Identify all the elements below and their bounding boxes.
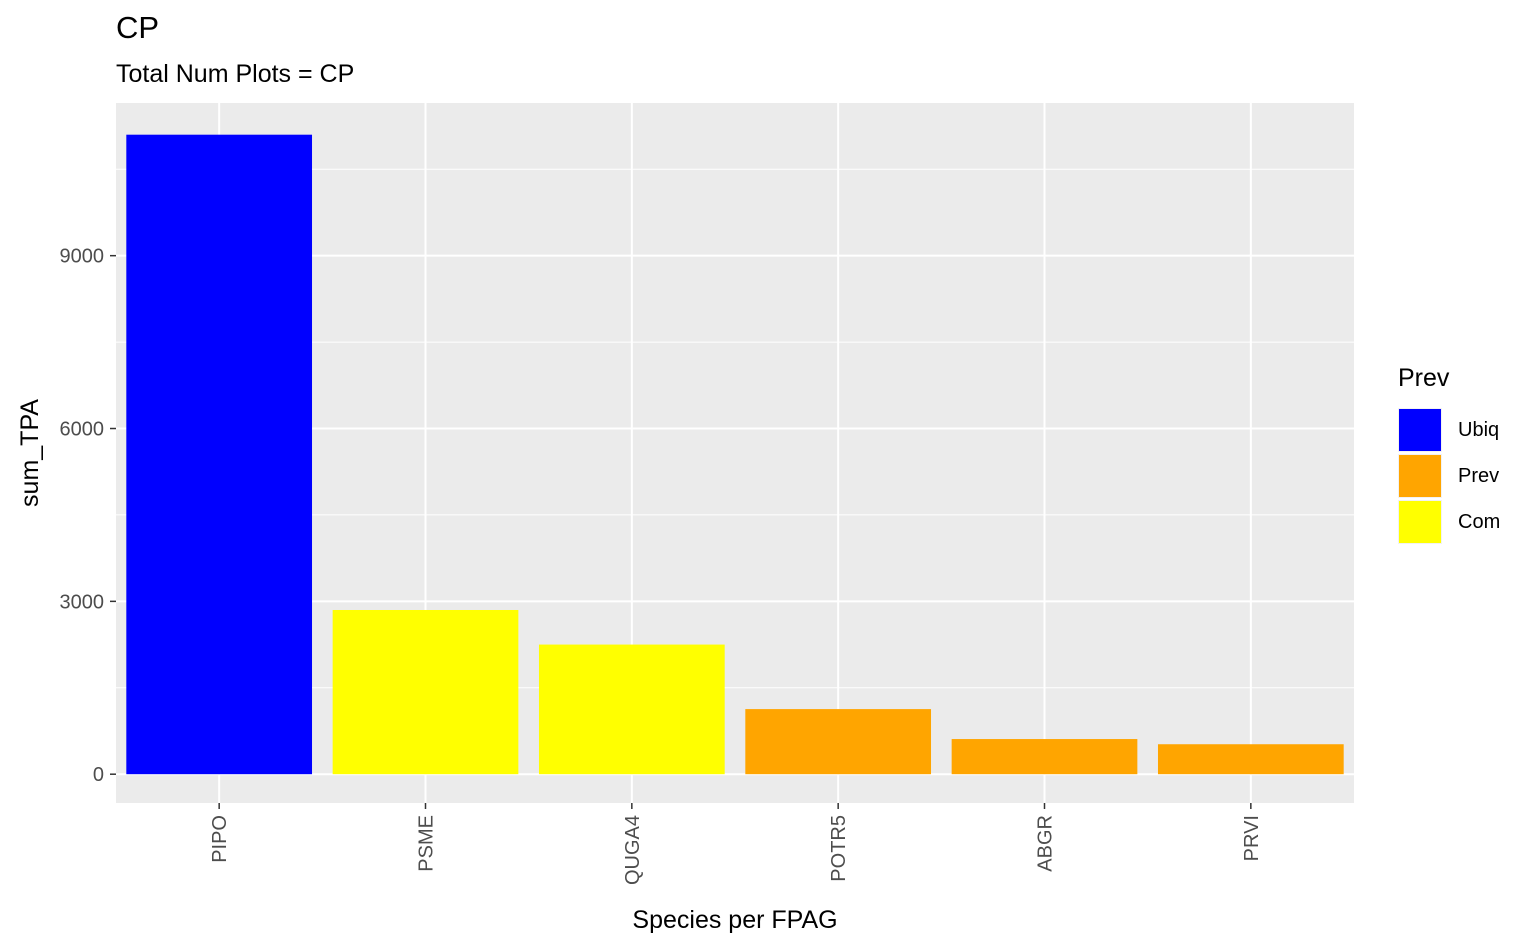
legend-item-com: Com	[1398, 500, 1528, 544]
legend-item-prev: Prev	[1398, 454, 1528, 498]
y-tick-label: 3000	[60, 591, 105, 613]
x-tick-label: ABGR	[1035, 815, 1057, 872]
legend-key-com	[1398, 500, 1442, 544]
y-axis-label: sum_TPA	[16, 399, 44, 507]
bar-potr5	[745, 709, 932, 775]
x-tick-label: POTR5	[828, 815, 850, 882]
y-axis: 0 3000 6000 9000	[60, 246, 116, 786]
legend-item-ubiq: Ubiq	[1398, 408, 1528, 452]
chart-title: CP	[116, 10, 160, 45]
x-tick-label: PIPO	[209, 815, 231, 863]
legend-label: Prev	[1458, 465, 1500, 487]
x-tick-label: PSME	[416, 815, 438, 872]
y-tick-label: 0	[93, 764, 104, 786]
x-axis: PIPO PSME QUGA4 POTR5 ABGR PRVI	[209, 803, 1263, 885]
x-tick-label: PRVI	[1241, 815, 1263, 861]
bars	[126, 134, 1344, 775]
bar-prvi	[1157, 744, 1344, 775]
legend-label: Ubiq	[1458, 419, 1500, 441]
legend-key-ubiq	[1398, 408, 1442, 452]
bar-quga4	[538, 644, 725, 775]
bar-psme	[332, 609, 519, 775]
y-tick-label: 6000	[60, 419, 105, 441]
plot-panel	[116, 103, 1354, 803]
x-axis-label: Species per FPAG	[632, 906, 837, 934]
bar-abgr	[951, 739, 1138, 775]
legend-title: Prev	[1398, 364, 1450, 392]
chart-subtitle: Total Num Plots = CP	[116, 60, 355, 88]
y-tick-label: 9000	[60, 246, 105, 268]
legend-key-prev	[1398, 454, 1442, 498]
legend-label: Com	[1458, 511, 1501, 533]
x-tick-label: QUGA4	[622, 815, 644, 885]
bar-pipo	[126, 134, 313, 775]
